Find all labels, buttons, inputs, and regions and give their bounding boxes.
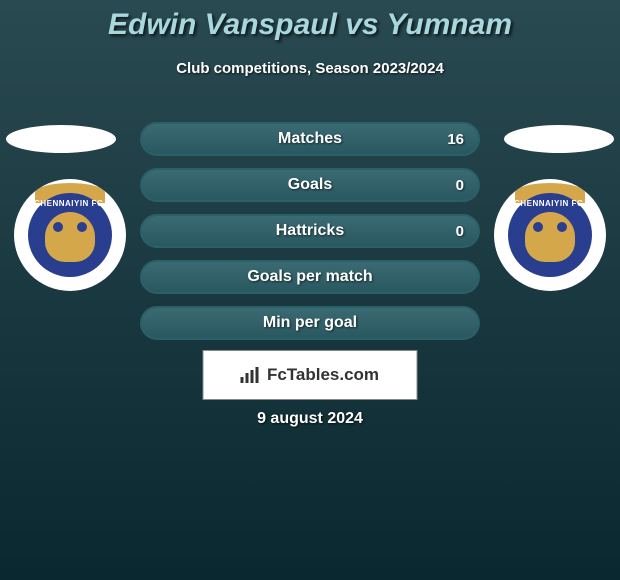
chart-icon	[241, 367, 261, 383]
stat-row-gpm: Goals per match	[140, 260, 480, 294]
badge-club-name: CHENNAIYIN FC.	[28, 193, 112, 208]
stat-value-right: 16	[447, 131, 464, 148]
stat-label: Hattricks	[276, 222, 344, 240]
date-text: 9 august 2024	[0, 410, 620, 428]
stat-value-right: 0	[456, 223, 464, 240]
club-badge-right: CHENNAIYIN FC.	[494, 179, 606, 291]
player-oval-right	[504, 125, 614, 153]
brand-box: FcTables.com	[203, 350, 418, 400]
page-title: Edwin Vanspaul vs Yumnam	[0, 0, 620, 42]
badge-club-name: CHENNAIYIN FC.	[508, 193, 592, 208]
brand-text: FcTables.com	[267, 365, 379, 385]
player-oval-left	[6, 125, 116, 153]
stats-container: Matches 16 Goals 0 Hattricks 0 Goals per…	[140, 122, 480, 352]
stat-label: Matches	[278, 130, 342, 148]
stat-row-mpg: Min per goal	[140, 306, 480, 340]
stat-row-hattricks: Hattricks 0	[140, 214, 480, 248]
stat-row-matches: Matches 16	[140, 122, 480, 156]
stat-row-goals: Goals 0	[140, 168, 480, 202]
stat-label: Min per goal	[263, 314, 357, 332]
stat-label: Goals	[288, 176, 332, 194]
club-badge-left: CHENNAIYIN FC.	[14, 179, 126, 291]
stat-label: Goals per match	[247, 268, 372, 286]
subtitle: Club competitions, Season 2023/2024	[0, 60, 620, 77]
stat-value-right: 0	[456, 177, 464, 194]
